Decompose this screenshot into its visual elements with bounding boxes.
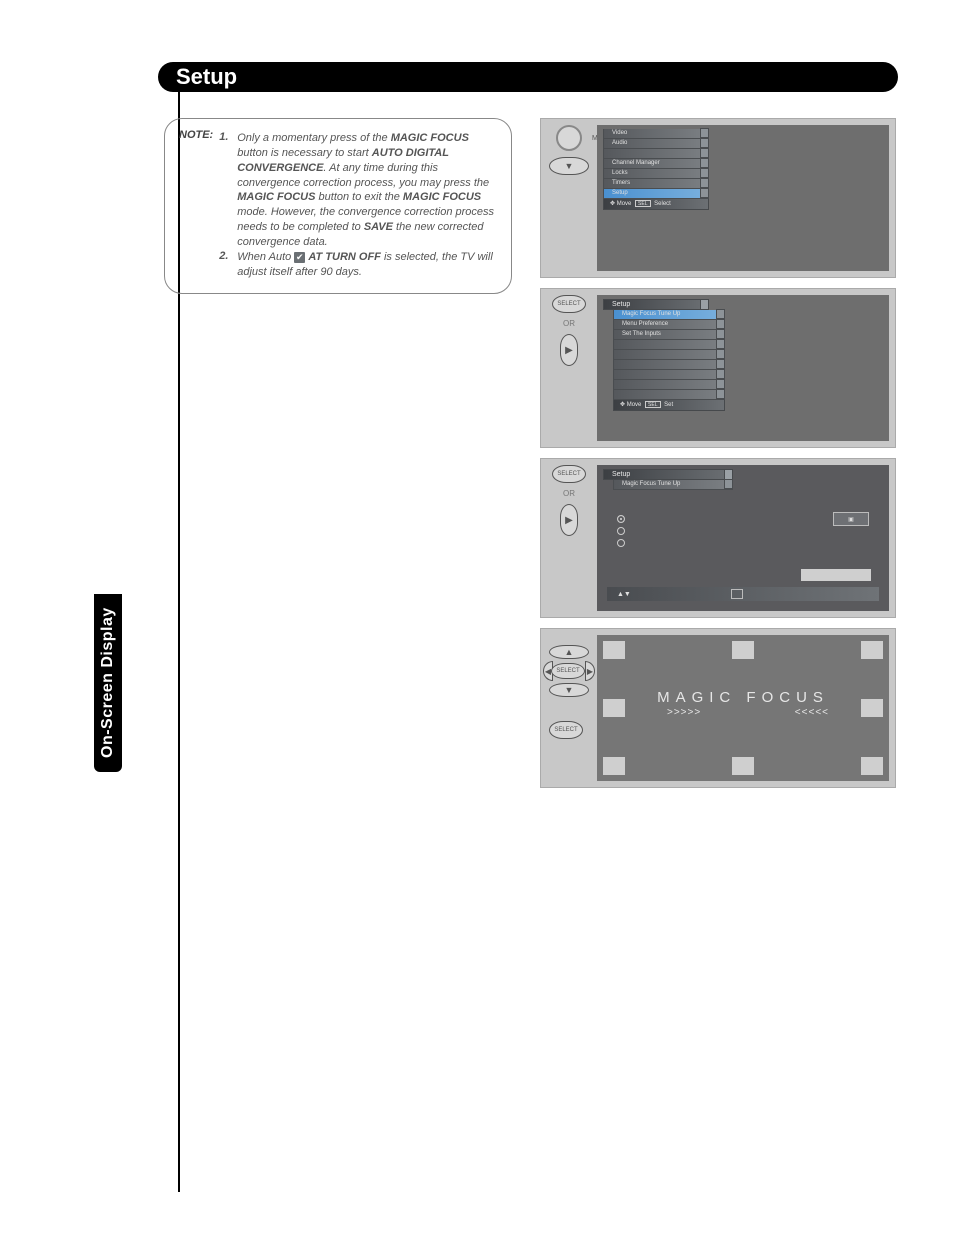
radio-icon [617,515,625,523]
note-box: NOTE: 1.Only a momentary press of the MA… [164,118,512,294]
osd-title: Setup [603,469,733,480]
select-button-center: SELECT [551,663,585,679]
osd-menu-item: Audio [603,139,709,149]
select-button: SELECT [552,295,586,313]
option-row-3 [617,537,869,549]
tv-screen-1: VideoAudio.Channel ManagerLocksTimersSet… [597,125,889,271]
osd-menu-item: . [603,149,709,159]
or-label: OR [563,319,575,328]
osd-menu-item: Locks [603,169,709,179]
arrows-left: >>>>> [667,707,701,718]
start-bar [801,569,871,581]
focus-marker [861,757,883,775]
osd-menu-item: . [613,360,725,370]
osd-menu-item: Magic Focus Tune Up [613,310,725,320]
osd-menu-item: . [613,380,725,390]
menu-button-icon [556,125,582,151]
osd-hint: ✥ Move SEL Set [613,400,725,411]
tv-screen-2: SetupMagic Focus Tune UpMenu PreferenceS… [597,295,889,441]
select-button: SELECT [549,721,583,739]
panel-magic-focus-options: SELECT OR ▶ Setup Magic Focus Tune Up ▣ … [540,458,896,618]
dpad-cluster: ▲ ◀ SELECT ▶ ▼ [545,639,593,709]
osd-title: Setup [603,299,709,310]
magic-focus-title: MAGIC FOCUS [597,689,889,706]
osd-menu-item: Channel Manager [603,159,709,169]
right-arrow-button: ▶ [585,661,595,681]
note-list: 1.Only a momentary press of the MAGIC FO… [219,131,497,279]
osd-menu-item: . [613,340,725,350]
tv-screen-4: MAGIC FOCUS >>>>> <<<<< [597,635,889,781]
panel-setup-submenu: SELECT OR ▶ SetupMagic Focus Tune UpMenu… [540,288,896,448]
hint-bar: ▲▼ [607,587,879,601]
down-arrow-button: ▼ [549,683,589,697]
section-tab: On-Screen Display [94,594,122,772]
panel-magic-focus-run: ▲ ◀ SELECT ▶ ▼ SELECT MAGIC FOCUS >>>>> … [540,628,896,788]
focus-marker [732,757,754,775]
osd-setup-menu: SetupMagic Focus Tune UpMenu PreferenceS… [603,299,709,411]
radio-icon [617,527,625,535]
hint-box-icon [731,589,743,599]
select-button: SELECT [552,465,586,483]
osd-menu-item: Timers [603,179,709,189]
tv-screen-3: Setup Magic Focus Tune Up ▣ ▲▼ [597,465,889,611]
osd-main-menu: VideoAudio.Channel ManagerLocksTimersSet… [603,129,709,210]
focus-marker [732,641,754,659]
osd-menu-item: Set The Inputs [613,330,725,340]
or-label: OR [563,489,575,498]
focus-marker [603,757,625,775]
osd-menu-item: . [613,370,725,380]
option-row-2 [617,525,869,537]
panel-menu: MENU ▼ VideoAudio.Channel ManagerLocksTi… [540,118,896,278]
osd-mf-header: Setup Magic Focus Tune Up [603,469,733,490]
osd-menu-item: Video [603,129,709,139]
options-area: ▣ [617,513,869,549]
right-arrow-button: ▶ [560,504,578,536]
up-arrow-button: ▲ [549,645,589,659]
osd-menu-item: . [613,350,725,360]
arrows-right: <<<<< [795,707,829,718]
osd-menu-item: Setup [603,189,709,199]
osd-subtitle: Magic Focus Tune Up [613,480,733,490]
note-label: NOTE: [179,129,213,279]
down-arrow-button: ▼ [549,157,589,175]
osd-menu-item: . [613,390,725,400]
focus-marker [861,641,883,659]
setup-header: Setup [158,62,898,92]
radio-icon [617,539,625,547]
option-row-1: ▣ [617,513,869,525]
osd-hint: ✥ Move SEL Select [603,199,709,210]
osd-menu-item: Menu Preference [613,320,725,330]
option-value-box: ▣ [833,512,869,526]
right-arrow-button: ▶ [560,334,578,366]
focus-marker [603,641,625,659]
